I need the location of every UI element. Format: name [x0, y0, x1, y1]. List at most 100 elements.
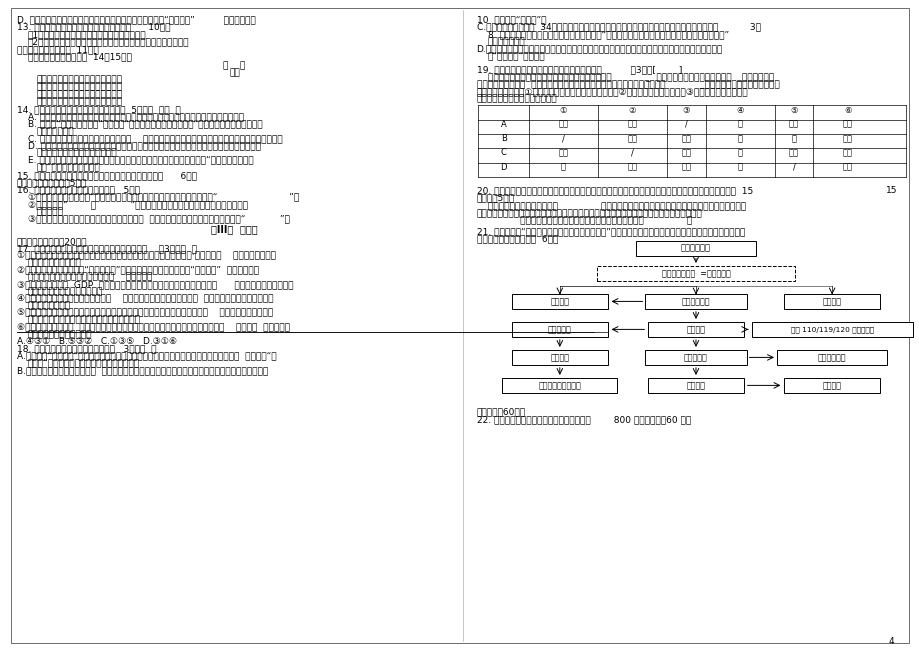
FancyBboxPatch shape — [751, 322, 912, 337]
Text: E. 昔终是作者购出前一种生活方式，它与孟浩然《蟾渡野人圆中》诗中的“相钓方值，宾编织: E. 昔终是作者购出前一种生活方式，它与孟浩然《蟾渡野人圆中》诗中的“相钓方值，… — [28, 156, 253, 165]
FancyBboxPatch shape — [645, 294, 746, 309]
Text: 阅读下面这首唐诗，完成  14？15题。: 阅读下面这首唐诗，完成 14？15题。 — [28, 53, 131, 62]
Text: 。这些年随着人们生活水平提高，健康理念的普及，               。: 。这些年随着人们生活水平提高，健康理念的普及， 。 — [476, 217, 691, 226]
Text: ②晚深渊，这位通所为当代“藏后距堂腿”的学大彻，与李善辣先生非华“北华高坡”  ，毛释有百科: ②晚深渊，这位通所为当代“藏后距堂腿”的学大彻，与李善辣先生非华“北华高坡” ，… — [17, 266, 258, 275]
Text: 便: 便 — [737, 120, 742, 129]
Text: ③不少省坝片面追求  GDP  无节制建开发，出口做上楼堂调，这种行为无异于      为测量鱼，为添取宽，长: ③不少省坝片面追求 GDP 无节制建开发，出口做上楼堂调，这种行为无异于 为测量… — [17, 280, 293, 289]
Text: 19. 填入下面文段空白处的词语，最恰当的一组是          （3分）[        ]: 19. 填入下面文段空白处的词语，最恰当的一组是 （3分）[ ] — [476, 66, 681, 75]
Text: ②: ② — [628, 105, 636, 115]
Text: ①小锅场上演还曲《鹏圆楼梦》，云台上淮客衣着华丽神情传，韩步生涯·才一开彤便    失声穿人，楼上楼: ①小锅场上演还曲《鹏圆楼梦》，云台上淮客衣着华丽神情传，韩步生涯·才一开彤便 失… — [17, 251, 276, 260]
Text: ⑥: ⑥ — [843, 105, 851, 115]
FancyBboxPatch shape — [596, 266, 794, 281]
Text: 的断树未脱明落离之堵的情缝俗。: 的断树未脱明落离之堵的情缝俗。 — [37, 148, 118, 158]
Text: ④: ④ — [735, 105, 743, 115]
Text: 15: 15 — [885, 186, 896, 195]
Text: 14. 下面对本诗的解析，不正确的两项是（  5分）（  ）（  ）: 14. 下面对本诗的解析，不正确的两项是（ 5分）（ ）（ ） — [17, 105, 180, 115]
Text: 校园突发事件: 校园突发事件 — [680, 243, 710, 253]
Text: 的经典物理学相比，  相对论学说中有关新概念的表述充满了数学公式和简算，            _日常常见的有关相对论的科普书: 的经典物理学相比， 相对论学说中有关新概念的表述充满了数学公式和简算， _日常常… — [476, 80, 778, 89]
Text: A.宁夏处于“丝绸之路”上，总物带外为黄河流域的地区。这里同样有古老悠久的黄河文明。  古今都有“塞: A.宁夏处于“丝绸之路”上，总物带外为黄河流域的地区。这里同样有古老悠久的黄河文… — [17, 352, 276, 361]
Text: C. 昔的难免起人孤跪悉想路于门路着跑。    看铁望无滋范，但且十分巧妙地表现了宗枯泰覆覆的感情。: C. 昔的难免起人孤跪悉想路于门路着跑。 看铁望无滋范，但且十分巧妙地表现了宗枯… — [28, 134, 282, 143]
Text: 异曲同工之妙。: 异曲同工之妙。 — [37, 127, 74, 136]
Text: B. 折湾的“摆松方棋距捆搭”与主旨的“无为为兑独路，儿女政治命”表达了相同的底度之情，有: B. 折湾的“摆松方棋距捆搭”与主旨的“无为为兑独路，儿女政治命”表达了相同的底… — [28, 120, 262, 129]
Text: 8  日与中国常驻日内瓦联合国代表团共同举办“共同构建人类命运共同体：全球人权治理的新路径”: 8 日与中国常驻日内瓦联合国代表团共同举办“共同构建人类命运共同体：全球人权治理… — [487, 30, 728, 39]
Text: 些新概念的确不是一件容易的事。: 些新概念的确不是一件容易的事。 — [476, 94, 557, 104]
Text: B: B — [500, 134, 506, 143]
Text: 以致: 以致 — [681, 148, 690, 158]
Text: 觉新迮走不骨休，相继楚荆甘本茫，: 觉新迮走不骨休，相继楚荆甘本茫， — [37, 76, 122, 85]
FancyBboxPatch shape — [511, 350, 607, 365]
Text: 13. 把文中画横线的句子翻译成现代汉语。（      10分）: 13. 把文中画横线的句子翻译成现代汉语。（ 10分） — [17, 23, 170, 32]
Text: /: / — [791, 163, 795, 172]
Text: 通知家长: 通知家长 — [686, 381, 705, 390]
Text: 22. 阅读下面的文字，根据要求写一篇不少于        800 字的文章。（60 分）: 22. 阅读下面的文字，根据要求写一篇不少于 800 字的文章。（60 分） — [476, 415, 690, 424]
FancyBboxPatch shape — [511, 322, 607, 337]
Text: A: A — [500, 120, 506, 129]
Text: 21. 下面是某校“校园突发事件应急处置简易流程图”，请把这个图案写成一段话，要求内容得当，表述清晰，: 21. 下面是某校“校园突发事件应急处置简易流程图”，请把这个图案写成一段话，要… — [476, 227, 744, 236]
Text: 但是: 但是 — [558, 148, 568, 158]
Text: （二）古代诗歌阅读（  11分）: （二）古代诗歌阅读（ 11分） — [17, 46, 98, 55]
Text: D. 无涎放散一时的亭泰，还是美观路出的镭客（仰道丘）都避免不了别离之苦，作者用他的两人: D. 无涎放散一时的亭泰，还是美观路出的镭客（仰道丘）都避免不了别离之苦，作者用… — [28, 141, 260, 150]
Text: 便: 便 — [737, 134, 742, 143]
Text: 且他所引起的关节肌肉损伤远小于其他运动项目。掌握游泳这项技能，无论从短期还是长远看，: 且他所引起的关节肌肉损伤远小于其他运动项目。掌握游泳这项技能，无论从短期还是长远… — [476, 210, 701, 219]
Text: 就: 就 — [737, 163, 742, 172]
Text: 因为: 因为 — [627, 120, 637, 129]
Text: ⑥内友杜投阀近忆况，  稼地统校长结盘师下的板深刻纪忆就是他通板路旁过的船横，    光以赏月  的气象，这: ⑥内友杜投阀近忆况， 稼地统校长结盘师下的板深刻纪忆就是他通板路旁过的船横， 光… — [17, 323, 289, 332]
Text: 送往医院救治: 送往医院救治 — [817, 353, 845, 362]
Text: 20. 在下面一段文字横线处补写恰当的语句，使整段文字语意完整连贯，内容贴切，逻辑严密，每处不超过  15: 20. 在下面一段文字横线处补写恰当的语句，使整段文字语意完整连贯，内容贴切，逻… — [476, 186, 752, 195]
Text: 因为: 因为 — [842, 120, 852, 129]
Text: 洛湃: 洛湃 — [229, 68, 240, 77]
Text: 此以往，颇有激励路路措积殆。: 此以往，颇有激励路路措积殆。 — [28, 287, 103, 296]
Text: 其实: 其实 — [789, 148, 798, 158]
Text: 人们都知道爱因斯坦建立了举世闻名的相对论学说，            _  但少有人确切地了解这种理论。  _跟我们所熟如: 人们都知道爱因斯坦建立了举世闻名的相对论学说， _ 但少有人确切地了解这种理论。… — [487, 73, 773, 82]
FancyBboxPatch shape — [502, 378, 617, 393]
Text: 因为: 因为 — [842, 148, 852, 158]
Text: 10  个堂市的“奶牛帮”。: 10 个堂市的“奶牛帮”。 — [476, 15, 546, 24]
Text: 种“无家可归”的感觉。: 种“无家可归”的感觉。 — [487, 51, 545, 61]
Text: （2）奴官觉察视察，事至立断，自来也，人有各增润之，不少否。: （2）奴官觉察视察，事至立断，自来也，人有各增润之，不少否。 — [28, 37, 189, 46]
Text: 报告校保卫室: 报告校保卫室 — [681, 297, 709, 306]
Text: 家的关注和思考。: 家的关注和思考。 — [28, 301, 71, 311]
Text: 因为: 因为 — [627, 163, 637, 172]
Text: 15. 首颈在诗中是用什么方法来现感旅的？请简要分析。（      6分）: 15. 首颈在诗中是用什么方法来现感旅的？请简要分析。（ 6分） — [17, 171, 197, 180]
Text: 不空”的问题有相殊之处。: 不空”的问题有相殊之处。 — [37, 163, 100, 172]
Text: /: / — [562, 134, 564, 143]
Text: 正的遥遥。: 正的遥遥。 — [37, 207, 63, 216]
FancyBboxPatch shape — [783, 294, 879, 309]
Text: 因为: 因为 — [627, 134, 637, 143]
Text: 保护现场: 保护现场 — [822, 297, 841, 306]
Text: 18. 下列各句中，没有语病的一句是（   3分）（  ）: 18. 下列各句中，没有语病的一句是（ 3分）（ ） — [17, 344, 156, 353]
Text: 4: 4 — [888, 637, 893, 646]
FancyBboxPatch shape — [636, 240, 755, 255]
Text: 毕竟: 毕竟 — [842, 163, 852, 172]
Text: D. 黄巢不论担任什么官职，都心系百姓，为官正直，体现了“以民为本”          的处事准则。: D. 黄巢不论担任什么官职，都心系百姓，为官正直，体现了“以民为本” 的处事准则… — [17, 15, 255, 24]
Text: 所以: 所以 — [681, 163, 690, 172]
Text: 管控救助: 管控救助 — [550, 297, 569, 306]
Text: 语言连贯，项目齐全。（  6分）: 语言连贯，项目齐全。（ 6分） — [476, 234, 557, 243]
Text: C.联合国人权理事会第  34次会议日前在日内瓦召幕，中国人权研究会代表团出席此次会议，并于           3月: C.联合国人权理事会第 34次会议日前在日内瓦召幕，中国人权研究会代表团出席此次… — [476, 23, 760, 32]
Text: 毕竟: 毕竟 — [842, 134, 852, 143]
FancyBboxPatch shape — [647, 378, 743, 393]
Text: 所以: 所以 — [681, 134, 690, 143]
Text: 拨打 110/119/120 报警或救助: 拨打 110/119/120 报警或救助 — [789, 326, 873, 333]
Text: 事后处理: 事后处理 — [822, 381, 841, 390]
Text: 17. 下列各句中加点词语的拔用，全部正确的一项是    （3分）（  ）: 17. 下列各句中加点词语的拔用，全部正确的一项是 （3分）（ ） — [17, 244, 197, 253]
Text: ⑤国家人杜部最近出台了支持勤勋事业单位专业技术人员抓新创业的指导意见。    这一段落在大会自主创: ⑤国家人杜部最近出台了支持勤勋事业单位专业技术人员抓新创业的指导意见。 这一段落… — [17, 309, 272, 318]
Text: 各察六回彰何目，漓盂双亮起留颦，: 各察六回彰何目，漓盂双亮起留颦， — [37, 90, 122, 99]
Text: 六、写作（60分）: 六、写作（60分） — [476, 408, 525, 416]
Text: D: D — [500, 163, 506, 172]
Text: 为主题的论会。: 为主题的论会。 — [487, 37, 525, 46]
Text: 全书式的探学学术，令后辈学者堵议    觉其须售。: 全书式的探学学术，令后辈学者堵议 觉其须售。 — [28, 273, 152, 282]
Text: （1）锄魄要亲民氏，华而制率羁磁，勉至三人。: （1）锄魄要亲民氏，华而制率羁磁，勉至三人。 — [28, 30, 146, 39]
Text: 册一涉及重要概念，①在表达上成含糊不清，或佚球难懂，②这也不能全怪那些作者，③用非数学语言来表述那: 册一涉及重要概念，①在表达上成含糊不清，或佚球难懂，②这也不能全怪那些作者，③用… — [476, 87, 747, 96]
Text: 通知班主任: 通知班主任 — [684, 353, 707, 362]
FancyBboxPatch shape — [511, 294, 607, 309]
Text: 个字。（5分）: 个字。（5分） — [476, 193, 514, 202]
FancyBboxPatch shape — [645, 350, 746, 365]
Text: 就: 就 — [737, 148, 742, 158]
Text: 却: 却 — [561, 163, 565, 172]
Text: 上江南”之美誉，也是中华文明酱发转拖之一。: 上江南”之美誉，也是中华文明酱发转拖之一。 — [28, 359, 140, 368]
Text: C: C — [500, 148, 506, 158]
Text: ④随着经济的发展和住房条件的改善。    两个相邻对不相往来，以效为教  的邻里推之之建已引发社会学: ④随着经济的发展和住房条件的改善。 两个相邻对不相往来，以效为教 的邻里推之之建… — [17, 294, 273, 303]
Text: 报告校长: 报告校长 — [550, 353, 569, 362]
Text: 二、语言文字运用（20分）: 二、语言文字运用（20分） — [17, 237, 87, 246]
